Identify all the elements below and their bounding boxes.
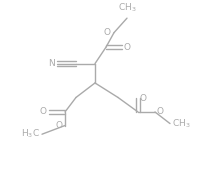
Text: O: O <box>123 43 130 52</box>
Text: O: O <box>40 107 47 116</box>
Text: O: O <box>156 107 163 116</box>
Text: CH$_3$: CH$_3$ <box>171 117 190 130</box>
Text: O: O <box>139 94 146 103</box>
Text: H$_3$C: H$_3$C <box>21 128 40 140</box>
Text: CH$_3$: CH$_3$ <box>117 2 136 14</box>
Text: O: O <box>56 121 63 130</box>
Text: O: O <box>103 28 110 37</box>
Text: N: N <box>48 59 55 68</box>
